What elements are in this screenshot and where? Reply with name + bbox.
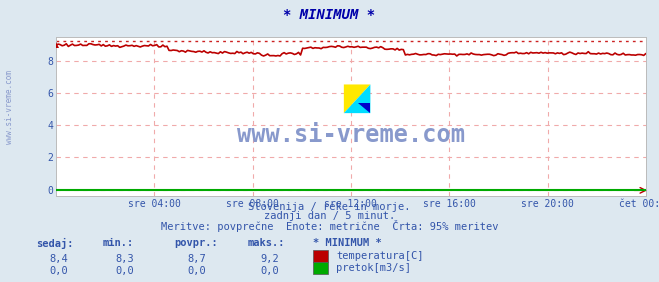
Text: povpr.:: povpr.: [175, 238, 218, 248]
Text: www.si-vreme.com: www.si-vreme.com [5, 70, 14, 144]
Text: 0,0: 0,0 [260, 266, 279, 276]
Polygon shape [344, 85, 370, 113]
Text: 8,7: 8,7 [188, 254, 206, 264]
Text: 8,3: 8,3 [115, 254, 134, 264]
Text: www.si-vreme.com: www.si-vreme.com [237, 124, 465, 147]
Polygon shape [344, 85, 370, 113]
Text: 8,4: 8,4 [49, 254, 68, 264]
Text: zadnji dan / 5 minut.: zadnji dan / 5 minut. [264, 211, 395, 221]
Polygon shape [358, 103, 370, 113]
Text: Meritve: povprečne  Enote: metrične  Črta: 95% meritev: Meritve: povprečne Enote: metrične Črta:… [161, 220, 498, 232]
Text: 0,0: 0,0 [115, 266, 134, 276]
Text: 9,2: 9,2 [260, 254, 279, 264]
Text: * MINIMUM *: * MINIMUM * [283, 8, 376, 23]
Text: sedaj:: sedaj: [36, 238, 74, 249]
Text: pretok[m3/s]: pretok[m3/s] [336, 263, 411, 273]
Text: maks.:: maks.: [247, 238, 285, 248]
Text: min.:: min.: [102, 238, 133, 248]
Text: 0,0: 0,0 [188, 266, 206, 276]
Text: Slovenija / reke in morje.: Slovenija / reke in morje. [248, 202, 411, 212]
Text: 0,0: 0,0 [49, 266, 68, 276]
Text: temperatura[C]: temperatura[C] [336, 251, 424, 261]
Text: * MINIMUM *: * MINIMUM * [313, 238, 382, 248]
